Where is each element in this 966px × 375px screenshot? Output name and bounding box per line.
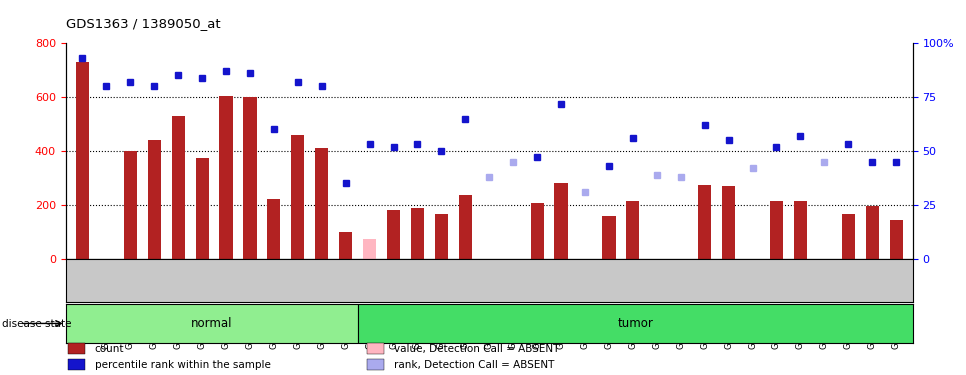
- Text: percentile rank within the sample: percentile rank within the sample: [95, 360, 270, 370]
- Bar: [367, 343, 384, 354]
- Bar: [339, 232, 353, 259]
- Bar: [124, 151, 137, 259]
- Bar: [76, 62, 89, 259]
- Bar: [459, 195, 472, 259]
- Bar: [148, 140, 160, 259]
- Bar: [172, 116, 185, 259]
- Bar: [268, 200, 280, 259]
- Bar: [66, 304, 357, 343]
- Bar: [68, 359, 85, 370]
- Text: GDS1363 / 1389050_at: GDS1363 / 1389050_at: [66, 17, 220, 30]
- Bar: [68, 343, 85, 354]
- Bar: [367, 359, 384, 370]
- Bar: [554, 183, 568, 259]
- Bar: [357, 304, 913, 343]
- Bar: [195, 158, 209, 259]
- Bar: [387, 210, 400, 259]
- Bar: [219, 96, 233, 259]
- Bar: [243, 97, 257, 259]
- Text: disease state: disease state: [2, 320, 71, 329]
- Bar: [698, 184, 711, 259]
- Bar: [626, 201, 639, 259]
- Bar: [794, 201, 807, 259]
- Bar: [866, 206, 879, 259]
- Bar: [291, 135, 304, 259]
- Bar: [770, 201, 783, 259]
- Text: tumor: tumor: [617, 317, 653, 330]
- Bar: [722, 186, 735, 259]
- Bar: [411, 207, 424, 259]
- Bar: [315, 148, 328, 259]
- Text: rank, Detection Call = ABSENT: rank, Detection Call = ABSENT: [394, 360, 554, 370]
- Text: value, Detection Call = ABSENT: value, Detection Call = ABSENT: [394, 344, 559, 354]
- Bar: [530, 204, 544, 259]
- Bar: [435, 214, 448, 259]
- Bar: [890, 220, 902, 259]
- Bar: [363, 238, 376, 259]
- Bar: [603, 216, 615, 259]
- Text: normal: normal: [191, 317, 233, 330]
- Text: count: count: [95, 344, 125, 354]
- Bar: [841, 214, 855, 259]
